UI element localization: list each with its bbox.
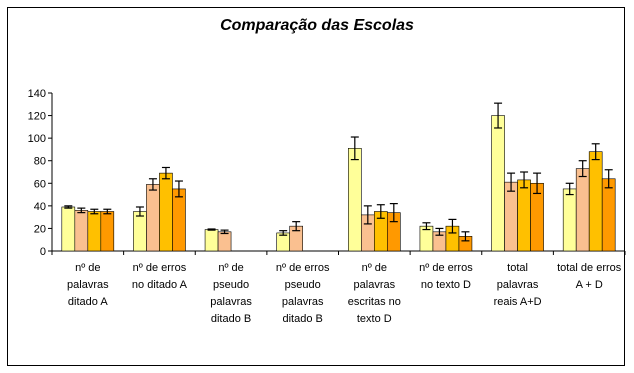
y-tick-label: 80 bbox=[34, 156, 46, 168]
bar bbox=[74, 210, 89, 252]
category-label: ditado A bbox=[68, 296, 108, 308]
category-label: nº de erros bbox=[419, 262, 473, 274]
category-label: pseudo bbox=[213, 279, 249, 291]
bar bbox=[146, 184, 160, 252]
category-label: nº de bbox=[362, 262, 387, 274]
category-label: palavras bbox=[497, 279, 539, 291]
category-label: palavras bbox=[282, 296, 324, 308]
category-label: total de erros bbox=[557, 262, 622, 274]
bar bbox=[504, 181, 518, 252]
bar bbox=[100, 211, 115, 252]
category-label: A + D bbox=[576, 279, 603, 291]
y-tick-label: 120 bbox=[28, 111, 46, 123]
category-label: texto D bbox=[357, 313, 392, 325]
category-label: no texto D bbox=[421, 279, 471, 291]
y-tick-label: 0 bbox=[40, 246, 46, 258]
bar bbox=[491, 115, 505, 252]
bar bbox=[172, 188, 186, 252]
bar bbox=[61, 206, 76, 252]
y-tick-label: 40 bbox=[34, 201, 46, 213]
bar bbox=[562, 188, 577, 252]
category-label: pseudo bbox=[285, 279, 321, 291]
bar bbox=[87, 211, 102, 252]
category-label: ditado B bbox=[283, 313, 323, 325]
category-label: reais A+D bbox=[494, 296, 542, 308]
category-label: escritas no bbox=[348, 296, 401, 308]
bar bbox=[601, 178, 616, 252]
y-tick-label: 20 bbox=[34, 223, 46, 235]
category-label: no ditado A bbox=[132, 279, 188, 291]
chart-title: Comparação das Escolas bbox=[220, 17, 414, 34]
bar bbox=[217, 231, 232, 252]
category-label: nº de erros bbox=[133, 262, 187, 274]
bar bbox=[204, 229, 219, 252]
bar bbox=[159, 172, 173, 252]
bar bbox=[348, 148, 362, 252]
category-label: nº de erros bbox=[276, 262, 330, 274]
bar bbox=[588, 151, 603, 252]
bar bbox=[575, 168, 590, 252]
category-label: palavras bbox=[354, 279, 396, 291]
y-tick-label: 140 bbox=[28, 88, 46, 100]
category-label: palavras bbox=[210, 296, 252, 308]
category-label: nº de bbox=[218, 262, 243, 274]
category-label: ditado B bbox=[211, 313, 251, 325]
y-tick-label: 60 bbox=[34, 178, 46, 190]
category-label: total bbox=[507, 262, 528, 274]
bar bbox=[517, 179, 531, 252]
bar bbox=[133, 211, 147, 252]
category-label: palavras bbox=[67, 279, 109, 291]
y-tick-label: 100 bbox=[28, 133, 46, 145]
category-label: nº de bbox=[75, 262, 100, 274]
